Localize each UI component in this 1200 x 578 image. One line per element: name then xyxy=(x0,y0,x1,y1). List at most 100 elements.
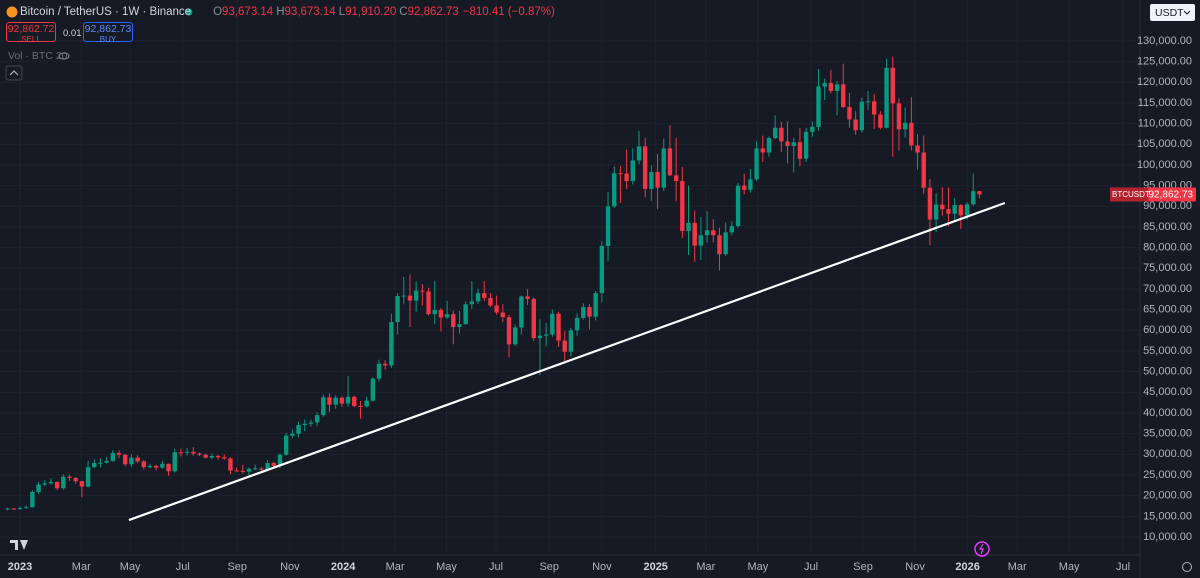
candle-body xyxy=(54,482,60,489)
candle-body xyxy=(376,363,382,379)
candle-body xyxy=(42,483,47,485)
candle-body xyxy=(469,301,475,305)
candle-body xyxy=(964,204,970,216)
replay-icon[interactable] xyxy=(974,541,990,557)
candle-body xyxy=(98,462,103,464)
y-tick-label: 40,000.00 xyxy=(1143,407,1192,419)
symbol-header: Bitcoin / TetherUS · 1W · Binance O 93,67… xyxy=(6,4,555,20)
x-tick-label: Mar xyxy=(1008,561,1027,573)
y-tick-label: 15,000.00 xyxy=(1143,510,1192,522)
candle-body xyxy=(246,468,252,472)
currency-box[interactable] xyxy=(1150,4,1195,21)
x-tick-label: Mar xyxy=(72,561,91,573)
candle-body xyxy=(296,424,301,434)
candle-body xyxy=(556,313,561,341)
candle-body xyxy=(649,171,654,189)
candle-body xyxy=(482,293,487,299)
candle-body xyxy=(11,508,17,510)
candle-body xyxy=(909,122,914,146)
candle-body xyxy=(636,146,642,161)
candle-body xyxy=(290,433,295,436)
candle-body xyxy=(865,101,871,103)
x-tick-label: Jul xyxy=(1116,561,1130,573)
x-tick-label: May xyxy=(436,561,457,573)
sell-button[interactable]: 92,862.72 SELL xyxy=(6,22,56,44)
ohlc-label: L xyxy=(338,6,346,18)
candle-body xyxy=(420,290,425,292)
x-tick-label: Sep xyxy=(539,561,559,573)
candle-body xyxy=(853,119,858,131)
tv-logo[interactable] xyxy=(10,540,28,550)
candle-body xyxy=(872,101,877,115)
settings-icon[interactable] xyxy=(1182,562,1192,572)
candle-body xyxy=(259,468,264,470)
collapse-button[interactable] xyxy=(5,65,23,81)
y-tick-label: 85,000.00 xyxy=(1143,221,1192,233)
candle-body xyxy=(766,138,772,153)
ohlc-value: 93,673.14 xyxy=(222,6,274,18)
trend-line xyxy=(128,201,1006,522)
candle-body xyxy=(92,463,97,468)
candle-body xyxy=(568,330,574,352)
candle-body xyxy=(48,482,54,484)
candle-body xyxy=(512,327,518,345)
candle-body xyxy=(587,307,592,317)
eye-icon[interactable] xyxy=(58,52,70,60)
x-tick-label: Jul xyxy=(489,561,503,573)
ohlc-value: 92,862.73 xyxy=(407,6,459,18)
candle-body xyxy=(265,463,270,470)
candle-body xyxy=(673,175,679,182)
candle-body xyxy=(593,293,598,317)
ohlc-value: 93,673.14 xyxy=(284,6,336,18)
candle-body xyxy=(878,114,883,128)
y-tick-label: 10,000.00 xyxy=(1143,531,1192,543)
candle-body xyxy=(543,334,549,336)
candle-body xyxy=(605,206,611,246)
candle-body xyxy=(79,481,85,487)
candle-body xyxy=(810,126,815,132)
candle-body xyxy=(624,173,629,182)
x-tick-label: 2024 xyxy=(331,561,356,573)
buy-button[interactable]: 92,862.73 BUY xyxy=(83,22,133,44)
candle-body xyxy=(444,314,450,318)
candle-body xyxy=(129,457,134,465)
x-tick-label: Mar xyxy=(696,561,715,573)
chevron-icon xyxy=(9,70,19,76)
candle-body xyxy=(426,291,431,315)
candle-body xyxy=(5,508,10,510)
candle-body xyxy=(884,67,889,128)
candle-body xyxy=(779,127,784,142)
grid xyxy=(0,0,1140,555)
candle-body xyxy=(203,454,208,458)
candle-body xyxy=(352,396,357,406)
candle-body xyxy=(797,142,803,159)
candle-body xyxy=(599,245,605,294)
candle-body xyxy=(339,397,345,404)
candle-body xyxy=(67,476,72,478)
candle-body xyxy=(550,313,555,335)
spread: 0.01 xyxy=(63,28,82,39)
candle-body xyxy=(581,307,586,318)
candle-body xyxy=(772,127,778,139)
x-tick-label: 2025 xyxy=(643,561,667,573)
candle-body xyxy=(977,191,982,195)
candle-body xyxy=(971,191,976,205)
candle-body xyxy=(729,226,735,233)
y-tick-label: 20,000.00 xyxy=(1143,490,1192,502)
candle-body xyxy=(958,205,964,216)
x-tick-label: Jul xyxy=(176,561,190,573)
candle-body xyxy=(321,397,326,416)
change: −810.41 (−0.87%) xyxy=(462,6,555,18)
candle-body xyxy=(147,465,153,468)
y-tick-label: 115,000.00 xyxy=(1138,97,1192,109)
price-tag-name: BTCUSDT xyxy=(1112,190,1150,199)
candle-body xyxy=(692,222,697,246)
buy-label: BUY xyxy=(99,35,117,44)
x-tick-label: Sep xyxy=(853,561,873,573)
candle-body xyxy=(537,335,543,339)
symbol[interactable]: Bitcoin / TetherUS · 1W · Binance xyxy=(20,6,192,18)
candle-body xyxy=(302,423,307,425)
candle-body xyxy=(23,507,29,509)
candle-body xyxy=(370,378,376,401)
